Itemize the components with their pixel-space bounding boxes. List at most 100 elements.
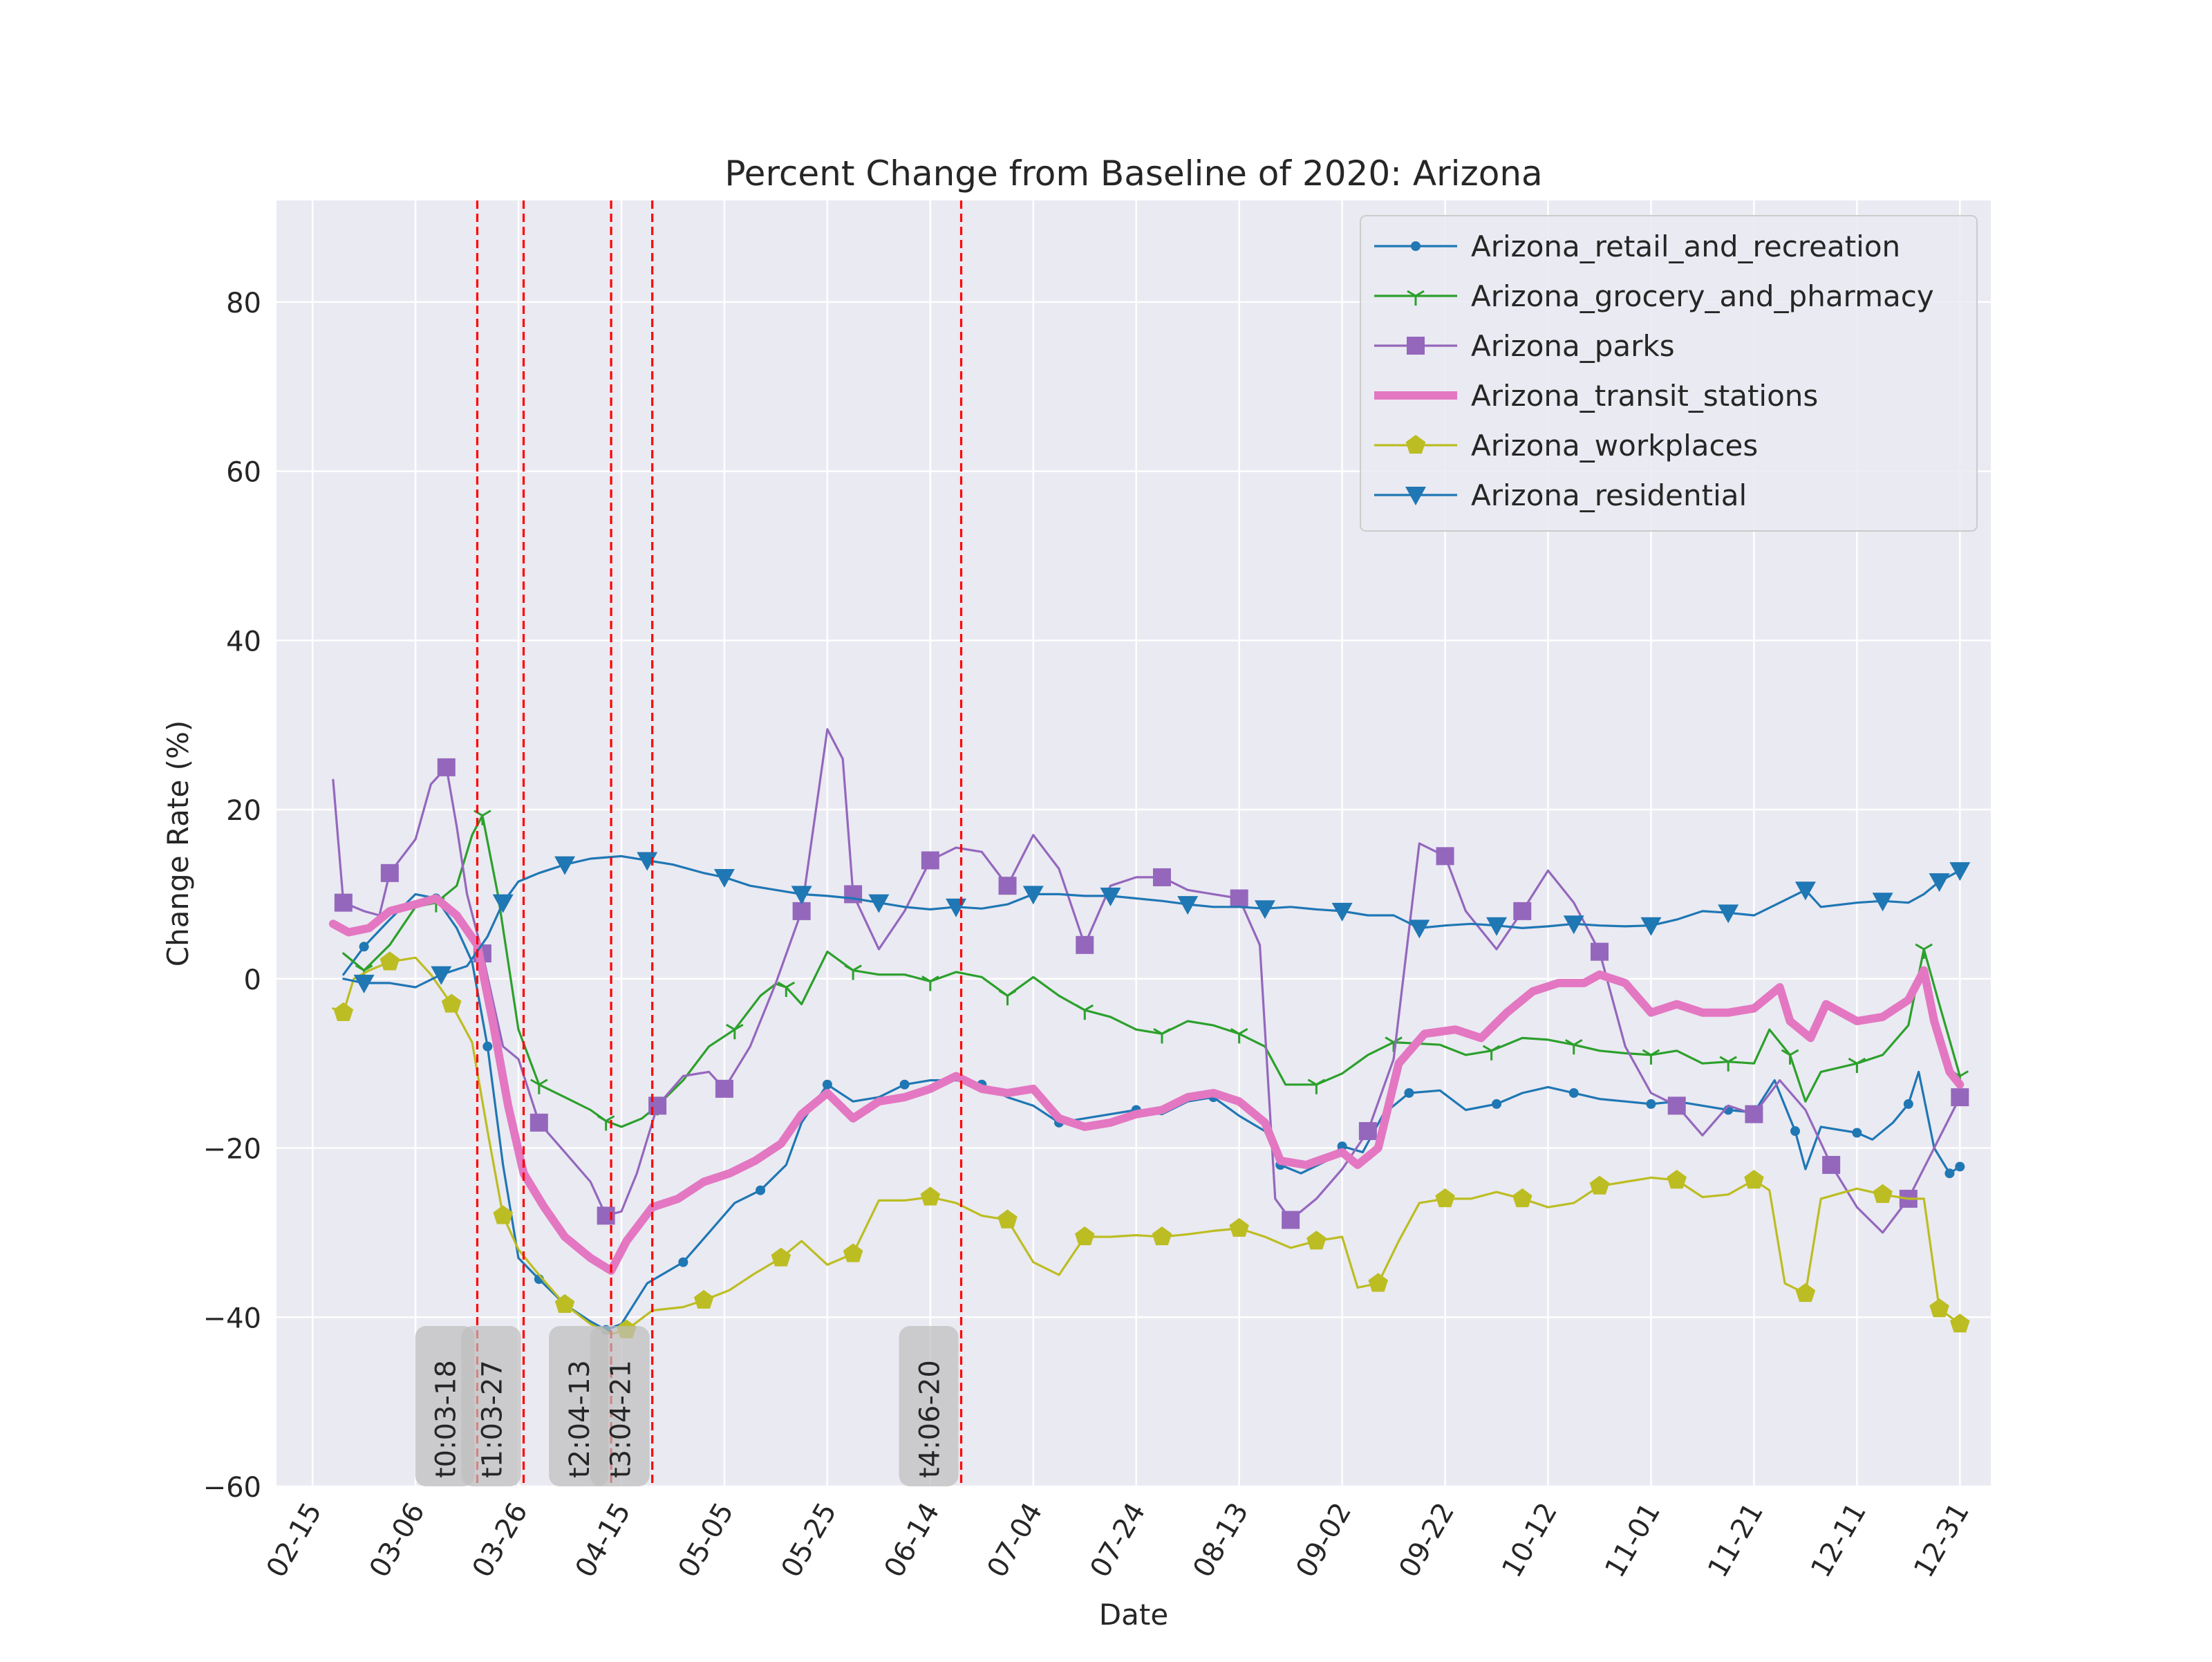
series-line xyxy=(328,894,1965,1275)
data-point xyxy=(843,1243,863,1262)
data-point xyxy=(1076,1004,1094,1020)
data-point xyxy=(713,868,735,888)
data-point xyxy=(1230,1028,1248,1044)
data-point xyxy=(1407,337,1425,355)
data-point xyxy=(998,877,1017,895)
legend-item: Arizona_transit_stations xyxy=(1374,379,1818,413)
data-point xyxy=(1667,1096,1686,1115)
legend-label: Arizona_transit_stations xyxy=(1471,379,1818,413)
data-point xyxy=(1513,902,1532,920)
data-point xyxy=(921,851,939,870)
data-point xyxy=(1719,1056,1737,1072)
legend: Arizona_retail_and_recreation Arizona_gro… xyxy=(1360,215,1978,532)
data-point xyxy=(1230,889,1248,908)
data-point xyxy=(1482,1045,1501,1061)
event-label-box xyxy=(461,1326,521,1486)
data-point xyxy=(1744,1170,1764,1189)
data-point xyxy=(1075,1226,1095,1246)
data-point xyxy=(379,951,400,971)
data-point xyxy=(1405,487,1426,505)
y-tick-label: 20 xyxy=(226,795,261,827)
data-point xyxy=(998,989,1017,1006)
data-point xyxy=(792,902,811,920)
data-point xyxy=(597,1206,615,1225)
data-point xyxy=(474,810,491,825)
data-point xyxy=(1795,1283,1816,1302)
series-Arizona_grocery_and_pharmacy xyxy=(342,810,1969,1131)
data-point xyxy=(1436,847,1454,866)
data-point xyxy=(1646,1099,1656,1109)
legend-item: Arizona_parks xyxy=(1374,329,1675,363)
event-label-box xyxy=(899,1326,959,1486)
data-point xyxy=(492,894,514,913)
data-point xyxy=(1929,873,1950,893)
data-point xyxy=(1903,1099,1913,1109)
y-axis-label: Change Rate (%) xyxy=(161,720,195,967)
data-point xyxy=(1950,1314,1970,1333)
legend-item: Arizona_grocery_and_pharmacy xyxy=(1374,279,1934,313)
data-point xyxy=(1254,900,1275,919)
data-point xyxy=(637,852,658,871)
data-point xyxy=(1563,915,1584,935)
data-point xyxy=(648,1096,667,1115)
data-point xyxy=(899,1079,910,1090)
series-Arizona_transit_stations xyxy=(328,894,1965,1275)
data-point xyxy=(844,964,862,980)
data-point xyxy=(1177,896,1199,915)
data-point xyxy=(777,981,796,998)
legend-item: Arizona_residential xyxy=(1374,478,1747,512)
data-point xyxy=(1358,1122,1377,1141)
data-point xyxy=(1718,904,1739,924)
y-tick-label: 80 xyxy=(226,288,261,319)
data-point xyxy=(493,1205,513,1224)
event-label-box xyxy=(590,1326,650,1486)
data-point xyxy=(921,975,939,991)
data-point xyxy=(678,1257,688,1267)
data-point xyxy=(791,886,812,905)
y-tick-label: 0 xyxy=(244,964,261,996)
legend-label: Arizona_grocery_and_pharmacy xyxy=(1471,279,1934,313)
data-point xyxy=(1565,1038,1583,1055)
data-point xyxy=(597,1115,615,1131)
data-point xyxy=(1331,902,1353,922)
data-point xyxy=(1306,1231,1327,1250)
data-point xyxy=(1642,1049,1660,1065)
data-point xyxy=(997,1209,1018,1229)
data-point xyxy=(1589,1175,1610,1195)
event-markers: t0:03-18 t1:03-27 t2:04-13 t3:04-21 t4:06-20 xyxy=(415,200,963,1486)
data-point xyxy=(756,1185,766,1195)
data-point xyxy=(359,942,369,952)
data-point xyxy=(1100,887,1121,906)
y-tick-label: −60 xyxy=(203,1472,261,1504)
data-point xyxy=(1822,1156,1841,1174)
data-point xyxy=(1411,241,1421,251)
series-line xyxy=(342,855,1961,989)
data-point xyxy=(1307,1079,1326,1094)
legend-label: Arizona_workplaces xyxy=(1471,429,1758,463)
data-point xyxy=(1368,1273,1388,1292)
data-point xyxy=(554,1294,575,1313)
data-point xyxy=(1872,893,1893,912)
data-point xyxy=(334,893,353,912)
data-point xyxy=(1790,1126,1800,1137)
y-tick-label: 60 xyxy=(226,457,261,489)
data-point xyxy=(1640,917,1662,936)
legend-item: Arizona_workplaces xyxy=(1374,429,1758,463)
series-line xyxy=(342,814,1961,1128)
data-point xyxy=(920,1186,941,1206)
data-point xyxy=(1944,1168,1955,1179)
data-point xyxy=(1492,1099,1502,1109)
data-point xyxy=(1409,919,1430,939)
data-point xyxy=(715,1079,733,1098)
event-label: t0:03-18 xyxy=(430,1360,462,1478)
data-point xyxy=(333,1002,354,1021)
data-point xyxy=(1915,943,1933,959)
event-label-box xyxy=(415,1326,475,1486)
data-point xyxy=(554,856,576,875)
data-point xyxy=(353,974,375,993)
data-point xyxy=(1667,1170,1687,1189)
data-point xyxy=(1512,1188,1533,1208)
legend-label: Arizona_retail_and_recreation xyxy=(1471,230,1900,263)
data-point xyxy=(771,1247,791,1267)
